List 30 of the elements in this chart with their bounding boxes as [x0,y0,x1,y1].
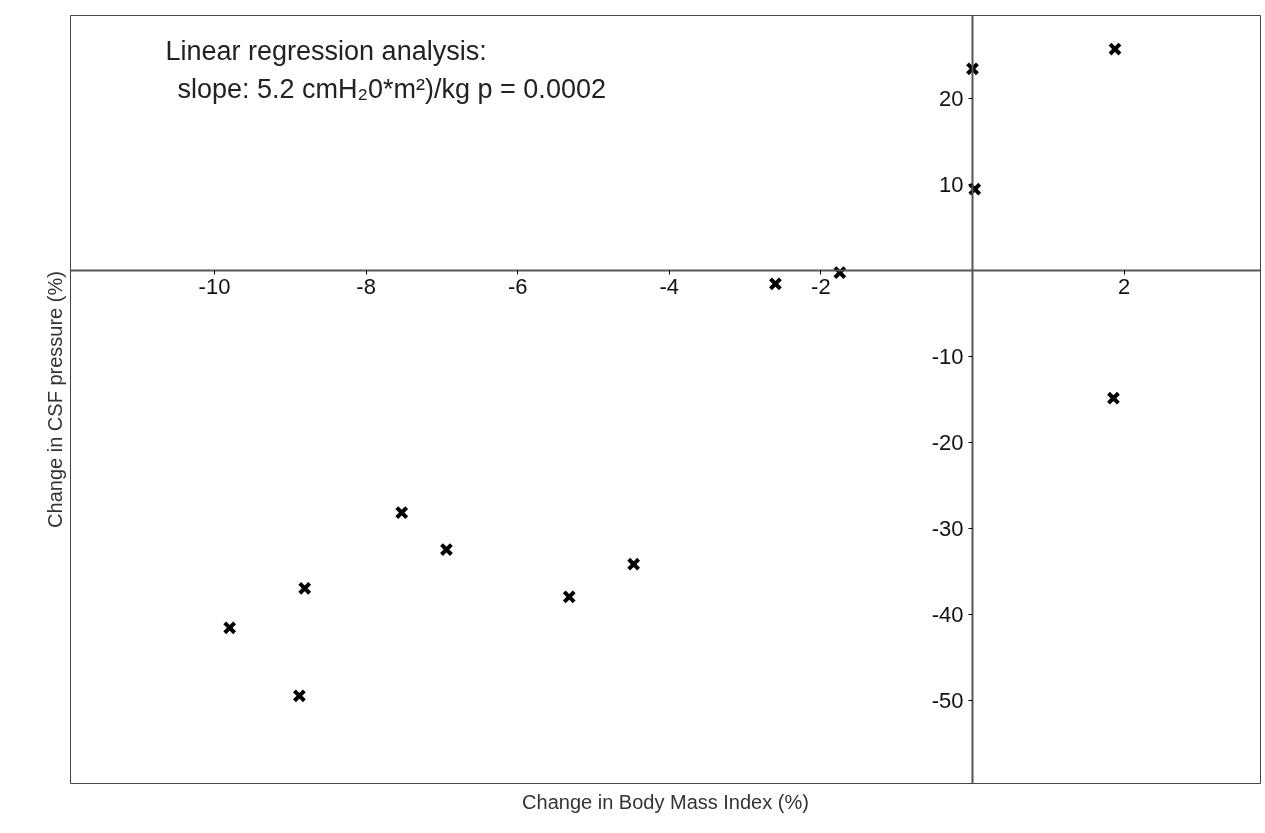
x-tick-label: -2 [811,274,831,300]
y-tick-label: -40 [931,601,964,627]
x-tick-label: -4 [659,274,680,300]
point [297,581,312,596]
point [1108,42,1122,56]
point [394,505,409,520]
x-tick-label: -10 [198,274,231,300]
x-tick-label: -6 [507,274,528,300]
point [832,265,847,280]
point [439,542,454,557]
annotation: slope: 5.2 cmH₂0*m²)/kg p = 0.0002 [177,73,606,104]
y-tick-label: -10 [931,343,964,369]
y-tick-label: -50 [931,687,964,713]
point [626,557,641,572]
annotation: Linear regression analysis: [165,35,487,66]
y-axis-title: Change in CSF pressure (%) [43,271,66,528]
y-tick-label: 10 [939,171,964,197]
x-tick-label: -8 [356,274,376,300]
y-tick-label: -30 [931,515,964,541]
y-tick-label: 20 [939,85,964,111]
point [768,276,783,291]
x-tick-label: 2 [1117,274,1131,300]
point [967,182,982,197]
point [1106,391,1121,406]
x-axis-title: Change in Body Mass Index (%) [522,790,809,813]
point [292,688,307,703]
point [562,589,577,604]
y-tick-label: -20 [931,429,964,455]
point [965,61,980,76]
point [222,620,237,635]
